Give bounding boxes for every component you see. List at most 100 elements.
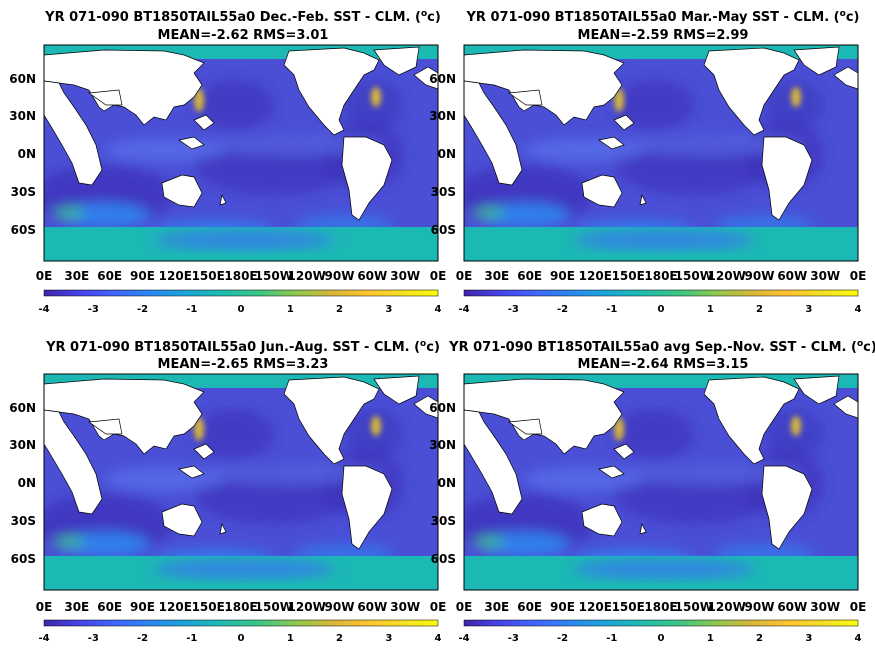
panel-4: YR 071-090 BT1850TAIL55a0 avg Sep.-Nov. … xyxy=(429,339,875,644)
panel-3-title-line2: MEAN=-2.65 RMS=3.23 xyxy=(158,357,329,372)
panel-4-xtick-4: 120E xyxy=(579,600,612,614)
panel-3-cbtick-5: 1 xyxy=(287,633,294,644)
panel-1-cbtick-3: -1 xyxy=(186,304,197,315)
panel-3-xtick-11: 30W xyxy=(390,600,420,614)
panel-1-colorbar-ticks: -4 -3 -2 -1 0 1 2 3 4 xyxy=(38,304,441,315)
panel-1-ytick-2: 0N xyxy=(18,147,36,161)
panel-2-cbtick-4: 0 xyxy=(658,304,665,315)
panel-4-cbtick-5: 1 xyxy=(707,633,714,644)
panel-2-ytick-4: 60S xyxy=(431,223,456,237)
panel-4-xtick-12: 0E xyxy=(850,600,867,614)
panel-3-cbtick-3: -1 xyxy=(186,633,197,644)
panel-3-xtick-12: 0E xyxy=(430,600,447,614)
panel-4-xtick-10: 60W xyxy=(777,600,807,614)
panel-1-cbtick-5: 1 xyxy=(287,304,294,315)
panel-2-xtick-10: 60W xyxy=(777,269,807,283)
panel-2-colorbar-ticks: -4 -3 -2 -1 0 1 2 3 4 xyxy=(458,304,861,315)
panel-2-title-line1: YR 071-090 BT1850TAIL55a0 Mar.-May SST -… xyxy=(466,9,860,25)
panel-4-ytick-1: 30N xyxy=(429,438,456,452)
panel-1: YR 071-090 BT1850TAIL55a0 Dec.-Feb. SST … xyxy=(9,9,446,315)
panel-3-units: oc xyxy=(420,339,434,355)
panel-4-ytick-3: 30S xyxy=(431,514,456,528)
panel-4-colorbar xyxy=(463,619,859,627)
panel-3-map xyxy=(34,374,438,590)
panel-1-cbtick-1: -3 xyxy=(88,304,99,315)
panel-1-xtick-1: 30E xyxy=(64,269,89,283)
panel-3-cbtick-1: -3 xyxy=(88,633,99,644)
panel-1-xtick-7: 150W xyxy=(255,269,293,283)
panel-4-colorbar-ticks: -4 -3 -2 -1 0 1 2 3 4 xyxy=(458,633,861,644)
panel-1-colorbar xyxy=(43,289,439,297)
panel-3-colorbar xyxy=(43,619,439,627)
panel-3-xtick-9: 90W xyxy=(325,600,355,614)
panel-4-ytick-0: 60N xyxy=(429,401,456,415)
panel-4-axes-frame xyxy=(463,373,859,591)
panel-2-ytick-0: 60N xyxy=(429,72,456,86)
panel-4-xtick-2: 60E xyxy=(517,600,542,614)
panel-2-xtick-9: 90W xyxy=(745,269,775,283)
panel-1-xtick-6: 180E xyxy=(224,269,257,283)
panel-4-cbtick-4: 0 xyxy=(658,633,665,644)
panel-4-xtick-3: 90E xyxy=(550,600,575,614)
panel-3-cbtick-0: -4 xyxy=(38,633,49,644)
panel-4-ytick-4: 60S xyxy=(431,552,456,566)
panel-4-xtick-11: 30W xyxy=(810,600,840,614)
panel-3-ytick-1: 30N xyxy=(9,438,36,452)
panel-4-units: oc xyxy=(857,339,871,355)
panel-1-xtick-10: 60W xyxy=(357,269,387,283)
panel-3: YR 071-090 BT1850TAIL55a0 Jun.-Aug. SST … xyxy=(9,339,446,644)
panel-2-ytick-2: 0N xyxy=(438,147,456,161)
panel-1-xtick-12: 0E xyxy=(430,269,447,283)
panel-1-xtick-4: 120E xyxy=(159,269,192,283)
panel-3-xtick-8: 120W xyxy=(288,600,326,614)
panel-2-cbtick-2: -2 xyxy=(557,304,568,315)
panel-4-cbtick-1: -3 xyxy=(508,633,519,644)
panel-3-xtick-1: 30E xyxy=(64,600,89,614)
panel-1-ytick-4: 60S xyxy=(11,223,36,237)
panel-1-xtick-0: 0E xyxy=(36,269,53,283)
panel-1-axes-frame xyxy=(43,44,439,262)
panel-3-cbtick-7: 3 xyxy=(385,633,392,644)
panel-3-cbtick-4: 0 xyxy=(238,633,245,644)
panel-2-units: oc xyxy=(840,9,854,25)
panel-1-cbtick-8: 4 xyxy=(435,304,442,315)
panel-2-cbtick-0: -4 xyxy=(458,304,469,315)
panel-3-xtick-6: 180E xyxy=(224,600,257,614)
panel-1-xtick-5: 150E xyxy=(192,269,225,283)
panel-4-cbtick-8: 4 xyxy=(855,633,862,644)
panel-2-ytick-3: 30S xyxy=(431,185,456,199)
panel-4-xtick-9: 90W xyxy=(745,600,775,614)
panel-2-xtick-8: 120W xyxy=(708,269,746,283)
panel-2-cbtick-1: -3 xyxy=(508,304,519,315)
panel-1-cbtick-4: 0 xyxy=(238,304,245,315)
panel-2-xtick-2: 60E xyxy=(517,269,542,283)
panel-2-xtick-12: 0E xyxy=(850,269,867,283)
panel-2-axes-frame xyxy=(463,44,859,262)
panel-4-cbtick-2: -2 xyxy=(557,633,568,644)
panel-1-xtick-2: 60E xyxy=(97,269,122,283)
panel-3-xtick-0: 0E xyxy=(36,600,53,614)
panel-3-y-ticks: 60N 30N 0N 30S 60S xyxy=(9,401,36,566)
panel-2-xtick-0: 0E xyxy=(456,269,473,283)
panel-3-axes-frame xyxy=(43,373,439,591)
panel-1-xtick-11: 30W xyxy=(390,269,420,283)
panel-4-y-ticks: 60N 30N 0N 30S 60S xyxy=(429,401,456,566)
panel-3-xtick-2: 60E xyxy=(97,600,122,614)
panel-2-xtick-1: 30E xyxy=(484,269,509,283)
panel-4-xtick-8: 120W xyxy=(708,600,746,614)
panel-4-map xyxy=(454,374,858,590)
panel-3-xtick-7: 150W xyxy=(255,600,293,614)
panel-2: YR 071-090 BT1850TAIL55a0 Mar.-May SST -… xyxy=(429,9,866,315)
panel-2-title-line2: MEAN=-2.59 RMS=2.99 xyxy=(578,28,749,43)
panel-4-xtick-0: 0E xyxy=(456,600,473,614)
panel-4-cbtick-7: 3 xyxy=(805,633,812,644)
panel-1-cbtick-7: 3 xyxy=(385,304,392,315)
panel-2-ytick-1: 30N xyxy=(429,109,456,123)
panel-4-cbtick-0: -4 xyxy=(458,633,469,644)
panel-2-map xyxy=(454,45,858,261)
panel-3-ytick-0: 60N xyxy=(9,401,36,415)
panel-1-cbtick-6: 2 xyxy=(336,304,343,315)
